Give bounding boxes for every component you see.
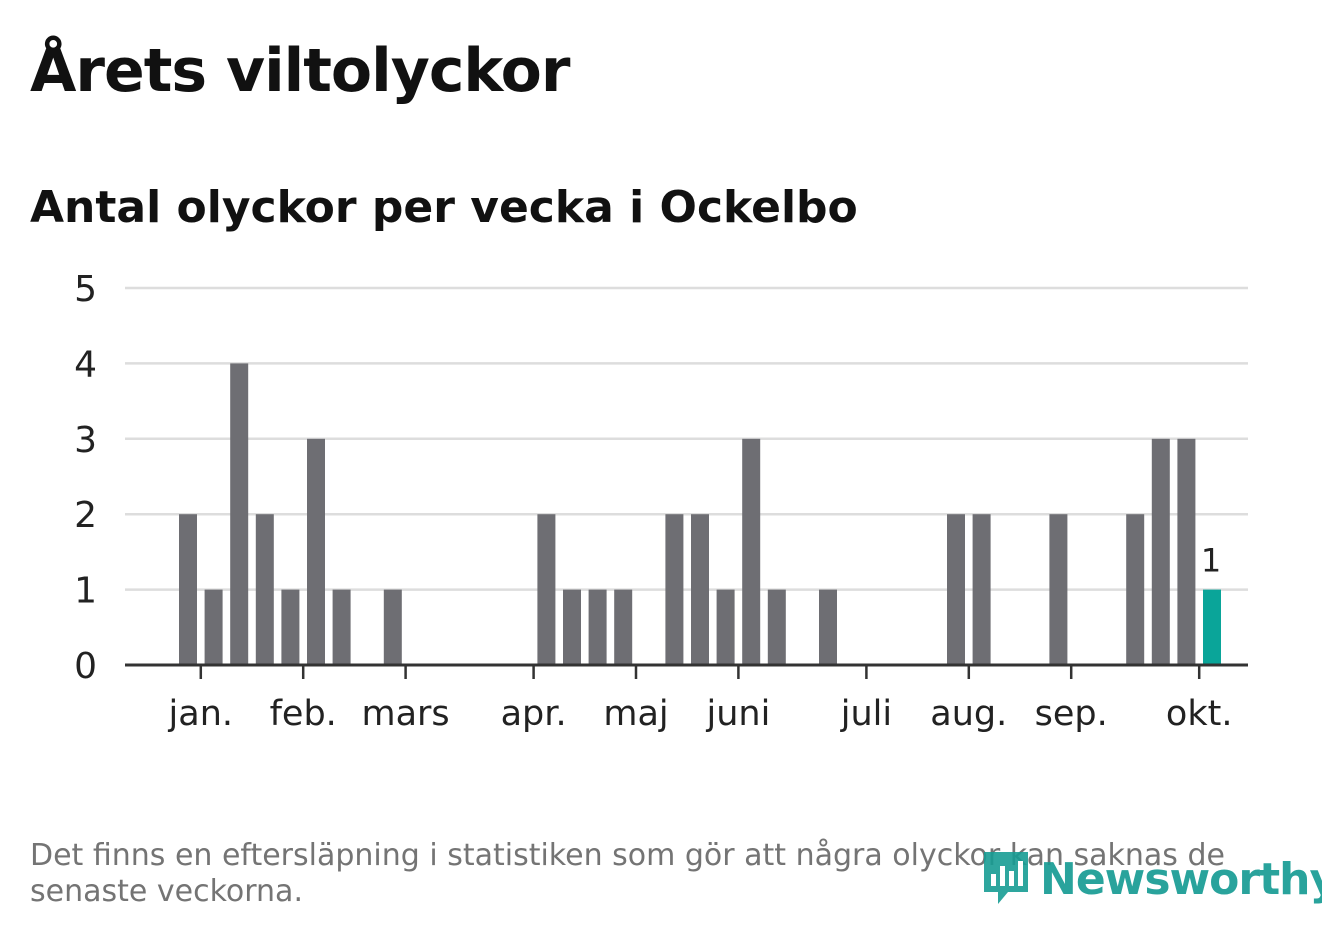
bar-week-33 [947, 514, 965, 665]
x-tick-label: apr. [501, 694, 567, 734]
bar-week-24 [716, 589, 735, 665]
y-tick-label: 2 [74, 495, 97, 536]
bar-chart: 0 1 2 3 4 5 1 jan. feb. mars apr. maj juni juli aug. se… [74, 269, 1248, 734]
bar-week-22 [665, 514, 684, 665]
x-tick-label: mars [362, 694, 450, 734]
bar-week-20 [614, 589, 633, 665]
chart-title: Årets viltolyckor [30, 36, 570, 106]
bar-week-4 [204, 589, 223, 665]
bar-week-42 [1177, 438, 1196, 665]
bar-week-26 [767, 589, 786, 665]
logo-text: Newsworthy [1040, 853, 1322, 905]
y-tick-label: 0 [74, 646, 97, 687]
y-tick-label: 1 [74, 571, 97, 612]
bar-week-37 [1049, 514, 1068, 665]
bar-week-5 [230, 363, 249, 665]
y-tick-label: 3 [74, 420, 97, 461]
bar-week-18 [563, 589, 581, 665]
bar-week-3 [179, 514, 197, 665]
x-tick-label: juli [840, 694, 892, 734]
bar-week-41 [1151, 438, 1170, 665]
bar-week-43 [1203, 589, 1221, 665]
bar-week-8 [307, 438, 325, 665]
bar-week-25 [742, 438, 761, 665]
bar-week-28 [819, 589, 837, 665]
bar-week-11 [383, 589, 402, 665]
chart-subtitle: Antal olyckor per vecka i Ockelbo [30, 182, 858, 233]
bar-week-17 [537, 514, 556, 665]
x-tick-label: juni [705, 694, 770, 734]
bar-week-34 [972, 514, 991, 665]
newsworthy-chart-icon [984, 852, 1028, 904]
bar-week-6 [255, 514, 274, 665]
x-tick-label: okt. [1166, 694, 1233, 734]
x-tick-label: feb. [270, 694, 337, 734]
newsworthy-logo[interactable]: Newsworthy [980, 848, 1322, 910]
x-tick-label: sep. [1035, 694, 1108, 734]
y-tick-label: 4 [74, 344, 97, 385]
bar-week-40 [1126, 514, 1145, 665]
bar-week-9 [332, 589, 351, 665]
bar-week-23 [691, 514, 709, 665]
x-tick-label: jan. [168, 694, 233, 734]
x-tick-label: maj [603, 694, 668, 734]
x-tick-label: aug. [930, 694, 1007, 734]
bar-week-19 [588, 589, 607, 665]
y-tick-label: 5 [74, 269, 97, 310]
data-label-current-week: 1 [1201, 542, 1221, 580]
bar-week-7 [281, 589, 300, 665]
